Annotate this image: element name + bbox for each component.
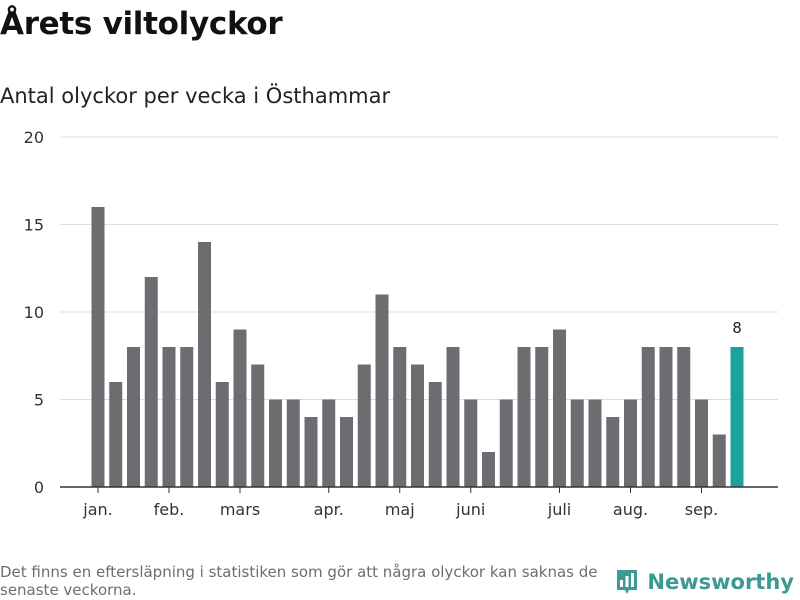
chart-subtitle: Antal olyckor per vecka i Östhammar	[0, 84, 391, 108]
y-tick-label: 5	[34, 391, 44, 410]
bar-highlight	[730, 347, 744, 487]
chart-title: Årets viltolyckor	[0, 6, 283, 42]
y-tick-label: 10	[24, 303, 44, 322]
bar	[340, 417, 353, 487]
bar	[109, 382, 123, 487]
bar	[482, 452, 495, 487]
bar	[624, 399, 637, 487]
bar	[535, 347, 549, 487]
y-tick-label: 15	[24, 216, 44, 235]
bar	[570, 399, 584, 487]
bar	[375, 294, 389, 487]
bar	[251, 364, 265, 487]
bar	[91, 207, 105, 487]
y-tick-label: 0	[34, 478, 44, 497]
bar-chart-logo-icon	[617, 570, 638, 594]
bars	[91, 207, 744, 487]
bar	[357, 364, 371, 487]
bar	[215, 382, 229, 487]
footnote: Det finns en eftersläpning i statistiken…	[0, 563, 598, 599]
bar	[269, 399, 282, 487]
x-tick-label: juli	[547, 500, 571, 519]
bar	[499, 399, 513, 487]
x-tick-label: juni	[455, 500, 485, 519]
bar	[127, 347, 140, 487]
bar	[198, 242, 211, 487]
bar	[322, 399, 336, 487]
bar	[286, 399, 300, 487]
x-axis: jan. feb. mars apr. maj juni juli aug. sep.	[60, 486, 778, 519]
x-tick-label: sep.	[685, 500, 718, 519]
bar	[428, 382, 442, 487]
bar	[233, 329, 247, 487]
bar	[180, 347, 194, 487]
x-tick-label: feb.	[154, 500, 185, 519]
bar	[411, 364, 424, 487]
y-tick-label: 20	[24, 128, 44, 147]
data-labels: 8	[732, 319, 742, 337]
brand-name: Newsworthy	[647, 570, 794, 594]
y-axis-ticks: 0 5 10 15 20	[24, 128, 44, 497]
bar	[606, 417, 620, 487]
data-label: 8	[732, 319, 742, 337]
bar	[553, 329, 566, 487]
bar	[393, 347, 407, 487]
bar	[641, 347, 655, 487]
bar	[517, 347, 531, 487]
bar	[677, 347, 691, 487]
bar	[144, 277, 158, 487]
bar	[446, 347, 460, 487]
bar	[659, 347, 673, 487]
bar	[162, 347, 176, 487]
brand-logo: Newsworthy	[615, 568, 794, 596]
x-tick-label: maj	[385, 500, 415, 519]
bar-chart: 0 5 10 15 20 jan. feb. mars apr. maj juni juli aug.…	[24, 128, 778, 519]
x-tick-label: mars	[220, 500, 260, 519]
bar	[588, 399, 602, 487]
bar	[695, 399, 708, 487]
bar	[712, 434, 726, 487]
x-tick-label: apr.	[314, 500, 344, 519]
bar	[304, 417, 318, 487]
x-tick-label: aug.	[613, 500, 648, 519]
bar	[464, 399, 478, 487]
x-tick-label: jan.	[82, 500, 112, 519]
